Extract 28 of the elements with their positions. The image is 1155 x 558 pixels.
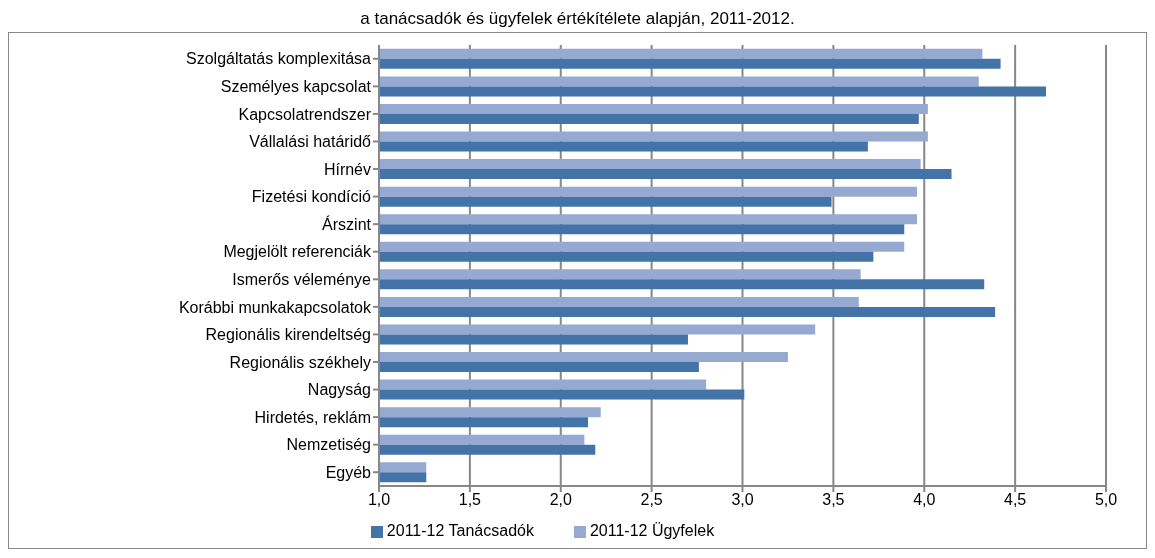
y-tick-label: Korábbi munkakapcsolatok <box>178 298 372 316</box>
x-tick-label: 3,0 <box>731 491 754 509</box>
y-tick-label: Nemzetiség <box>286 436 371 454</box>
x-tick-label: 2,0 <box>549 491 572 509</box>
y-tick-label: Egyéb <box>325 463 372 481</box>
y-tick-label: Árszint <box>322 214 372 233</box>
y-tick-label: Kapcsolatrendszer <box>238 105 372 123</box>
y-tick-label: Hirdetés, reklám <box>254 408 371 426</box>
y-tick-label: Szolgáltatás komplexitása <box>186 50 372 68</box>
chart-title: a tanácsadók és ügyfelek értékítélete alapján, 2011-2012. <box>359 8 796 30</box>
legend-label: 2011-12 Ügyfelek <box>589 522 715 539</box>
y-tick-label: Megjelölt referenciák <box>223 243 372 261</box>
y-tick-label: Regionális kirendeltség <box>205 326 371 344</box>
x-tick-label: 3,5 <box>822 491 845 509</box>
x-tick-label: 4,0 <box>913 491 936 509</box>
x-tick-label: 4,5 <box>1004 491 1027 509</box>
y-tick-label: Nagyság <box>307 381 371 399</box>
y-tick-label: Regionális székhely <box>229 353 371 371</box>
y-tick-label: Vállalási határidő <box>249 133 372 151</box>
y-tick-label: Fizetési kondíció <box>251 188 372 206</box>
legend-label: 2011-12 Tanácsadók <box>386 522 534 539</box>
y-tick-label: Hírnév <box>323 160 371 178</box>
x-tick-label: 5,0 <box>1094 491 1118 509</box>
x-tick-label: 1,5 <box>458 491 482 509</box>
x-tick-label: 1,0 <box>367 491 391 509</box>
y-tick-label: Személyes kapcsolat <box>220 78 372 96</box>
x-tick-label: 2,5 <box>640 491 663 509</box>
y-tick-label: Ismerős véleménye <box>232 270 372 288</box>
